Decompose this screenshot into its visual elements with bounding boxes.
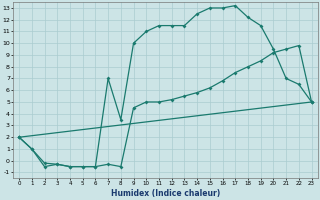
X-axis label: Humidex (Indice chaleur): Humidex (Indice chaleur) [111,189,220,198]
